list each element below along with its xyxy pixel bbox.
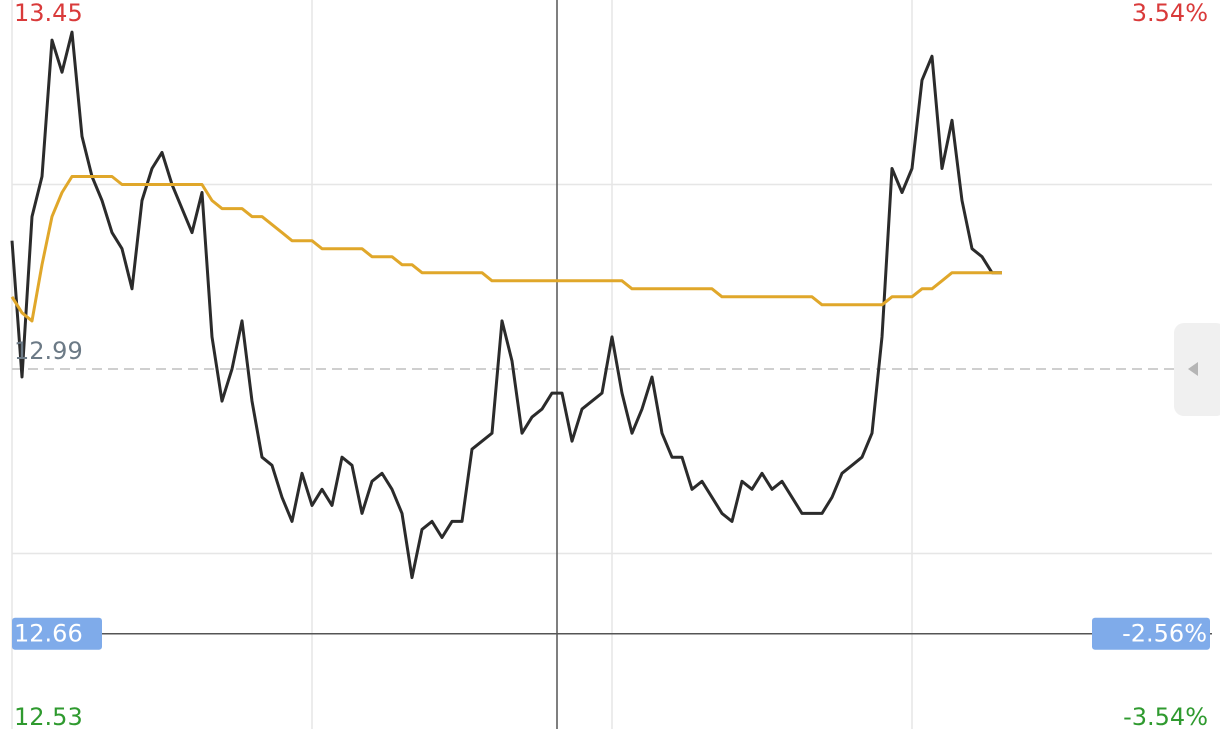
side-handle[interactable] — [1174, 323, 1220, 416]
crosshair-price-box — [12, 617, 102, 650]
labels: 13.45 12.99 12.53 3.54% -3.54% 12.66 -2.56% — [12, 0, 1210, 729]
y-tick-label: 13.45 — [14, 0, 83, 27]
series-line — [10, 30, 1002, 580]
y2-tick-label: 3.54% — [1132, 0, 1208, 27]
crosshair-change-box — [1092, 617, 1210, 650]
handle-arrow — [1188, 362, 1198, 376]
grid — [11, 0, 1212, 729]
y-tick-label: 12.99 — [14, 337, 83, 365]
lines — [10, 0, 1212, 729]
y-tick-label: 12.53 — [14, 703, 83, 729]
series-line — [10, 175, 1002, 323]
crosshair-price-label: 12.66 — [14, 620, 83, 648]
y2-tick-label: -3.54% — [1123, 703, 1208, 729]
crosshair-change-label: -2.56% — [1122, 620, 1207, 648]
